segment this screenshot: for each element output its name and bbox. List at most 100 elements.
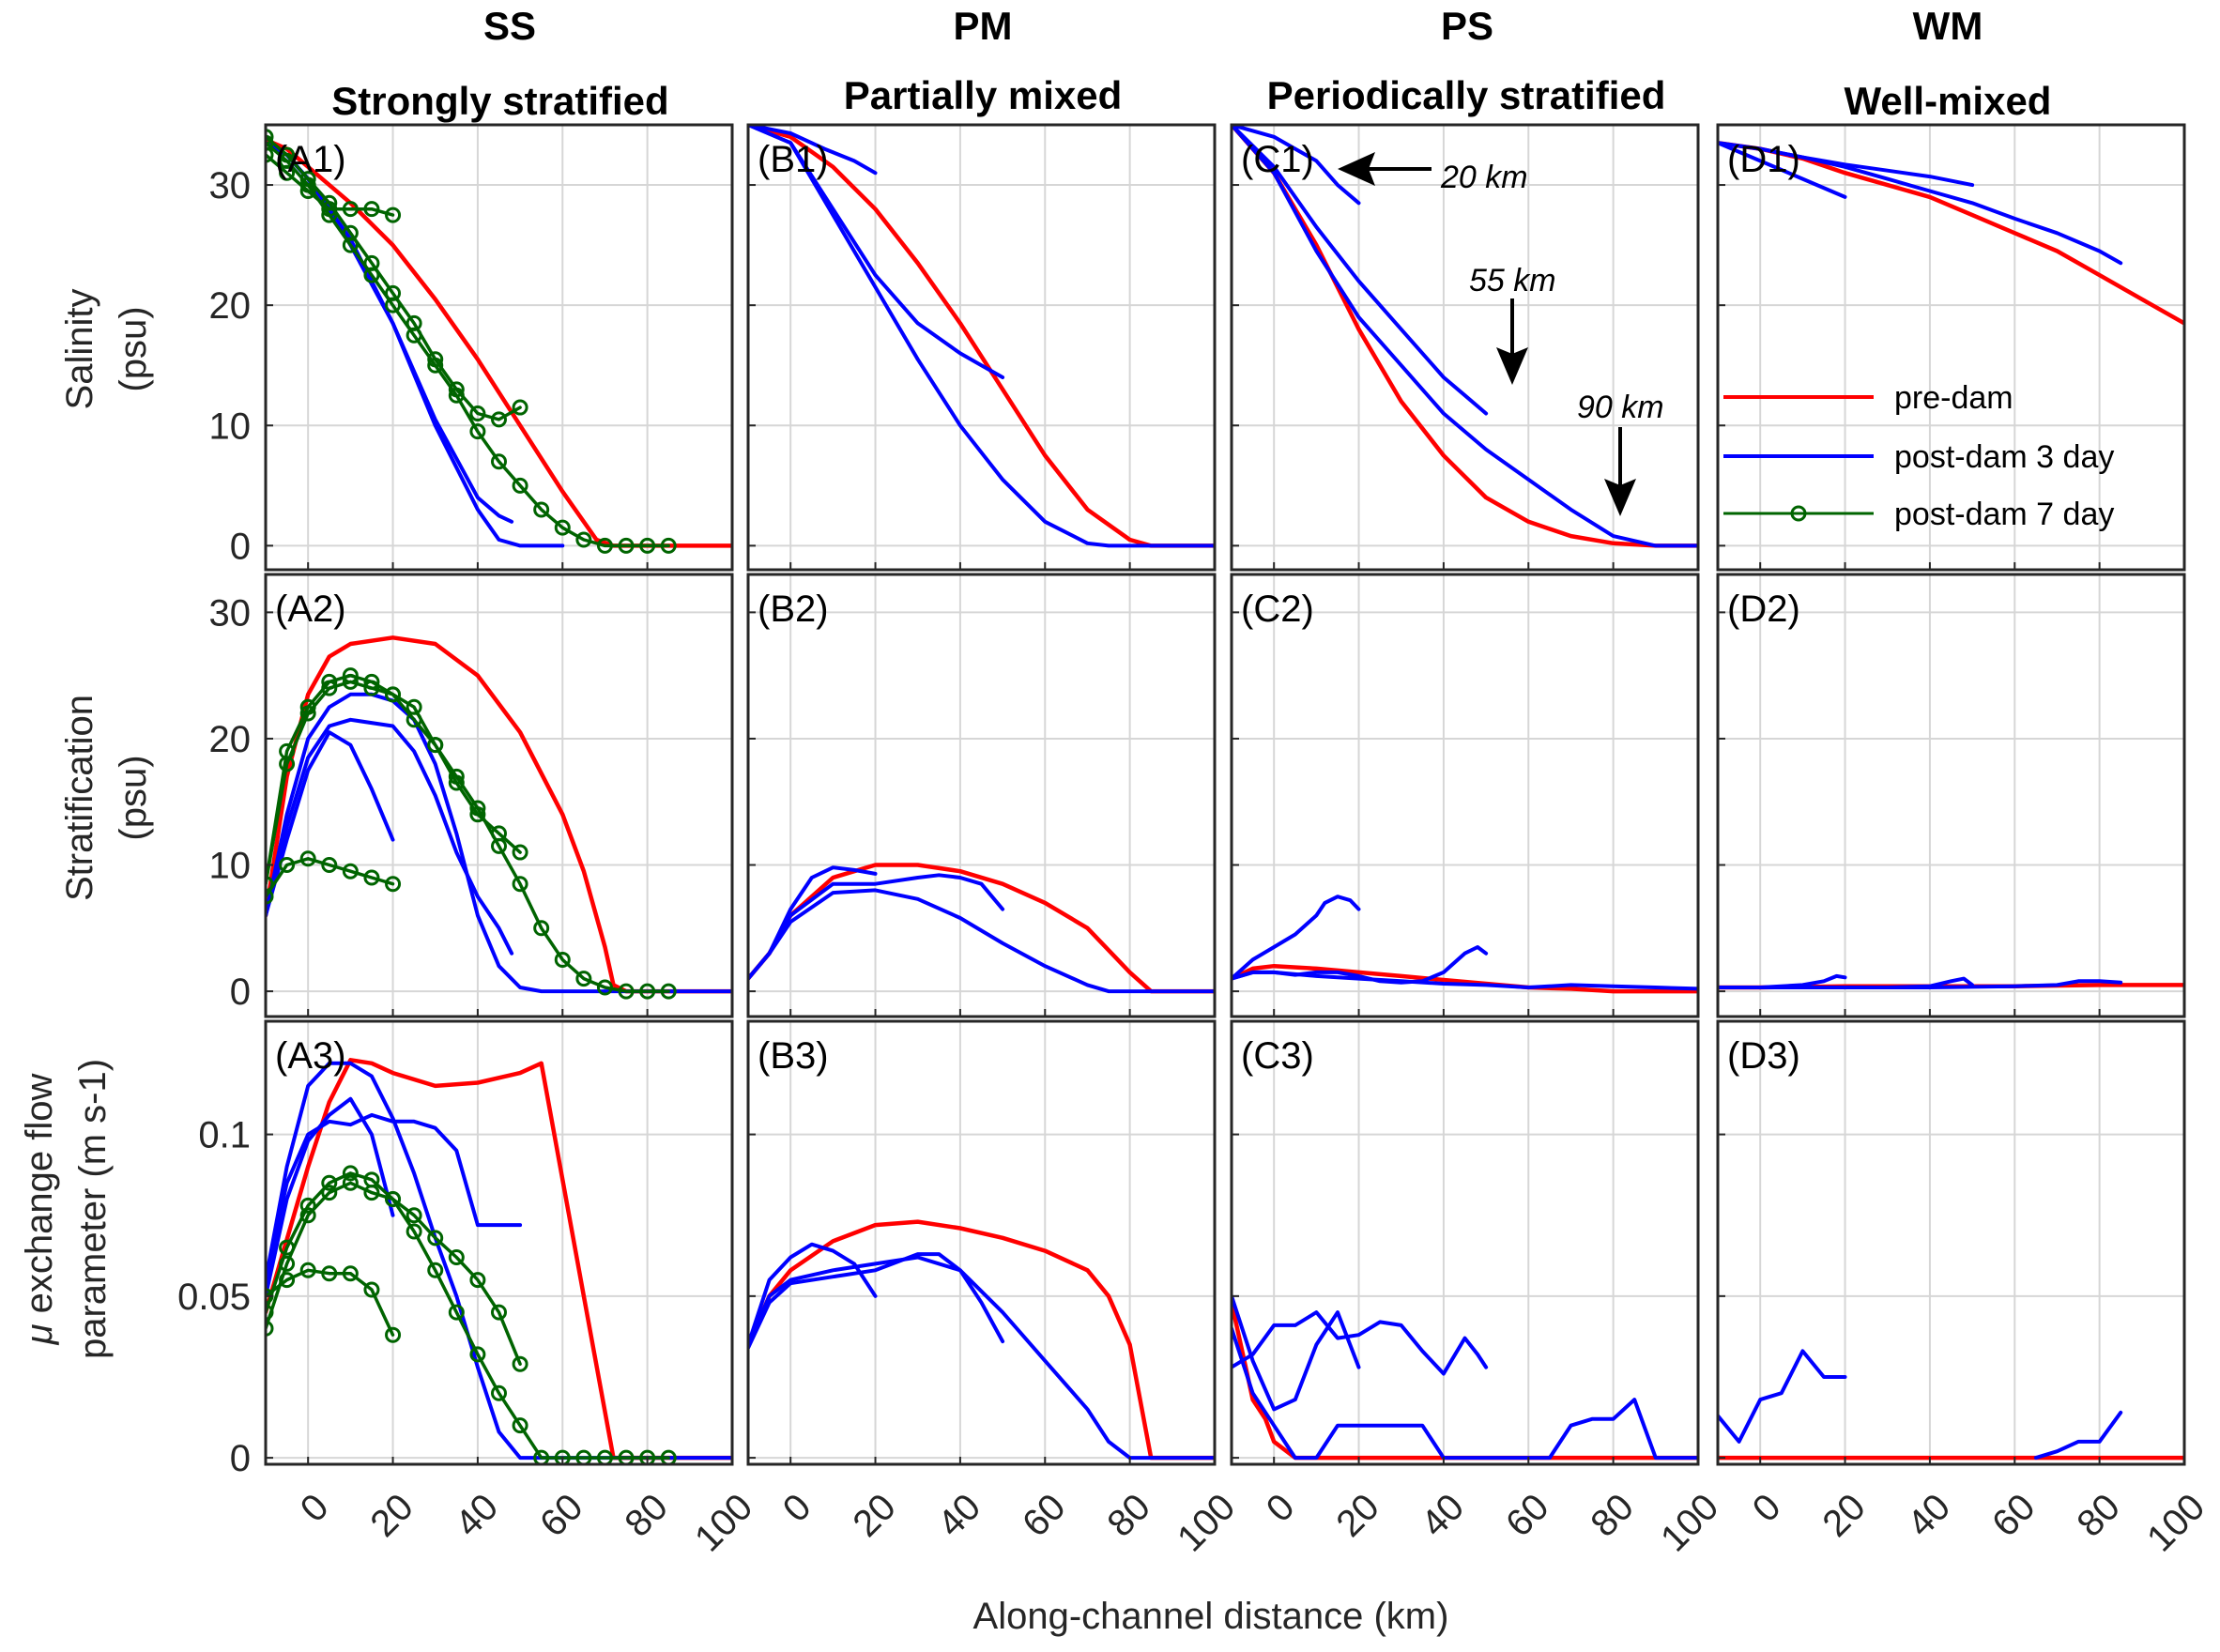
series-line-post3-1: [266, 730, 395, 918]
data-point-post7: [406, 327, 422, 344]
data-point-post7: [554, 1449, 571, 1464]
series-line-post3-1: [1232, 1310, 1489, 1376]
legend-label-post7: post-dam 7 day: [1894, 497, 2114, 532]
data-point-post7: [363, 267, 380, 283]
data-point-post7: [385, 686, 402, 703]
data-point-post7: [448, 768, 465, 785]
series-line-post3-3: [748, 125, 1215, 548]
series-line-post3-3: [266, 692, 732, 994]
panel-frame: [1716, 573, 2186, 1018]
data-point-post7: [427, 1262, 444, 1278]
row-labels: Salinity (psu) Stratification (psu) μ ex…: [19, 289, 154, 1360]
series-line-pre-0: [748, 1219, 1215, 1461]
col-title-code-ps: PS: [1441, 4, 1493, 48]
series-line-post3-3: [1232, 1326, 1698, 1461]
ylabel-salinity-unit: (psu): [113, 306, 154, 391]
ytick-label: 10: [209, 846, 252, 887]
panel-b2: (B2): [746, 573, 1217, 1018]
data-point-post7: [491, 837, 507, 854]
data-point-post7: [385, 1326, 402, 1343]
series-line-post3-3: [1718, 141, 2123, 266]
data-point-post7: [512, 399, 528, 416]
column-titles: SS Strongly stratified PM Partially mixe…: [331, 4, 2051, 123]
data-point-post7: [469, 800, 486, 817]
data-point-post7: [321, 206, 338, 223]
annotations: 20 km 55 km 90 km: [1338, 152, 1664, 516]
panel-a2: (A2) 0 10 20 30: [209, 573, 734, 1018]
data-point-post7: [279, 857, 296, 874]
data-point-post7: [448, 1304, 465, 1321]
series-line-post7-4: [266, 857, 395, 898]
data-point-post7: [363, 1171, 380, 1188]
ytick-label: 0: [230, 1438, 251, 1479]
series-line-post3-1: [1718, 1349, 1847, 1444]
series-group: [748, 125, 1215, 548]
series-line-pre-0: [266, 1058, 732, 1461]
panel-d1: (D1): [1716, 123, 2186, 572]
series-group: [1718, 140, 2184, 326]
series-group: [266, 635, 732, 1000]
panel-label: (C3): [1241, 1035, 1314, 1077]
data-point-post7: [533, 501, 550, 518]
data-point-post7: [342, 1265, 359, 1282]
arrow-20km: [1338, 152, 1432, 186]
data-point-post7: [266, 1304, 274, 1321]
col-title-name-ss: Strongly stratified: [331, 79, 668, 123]
data-point-post7: [299, 1262, 316, 1278]
data-point-post7: [512, 1355, 528, 1372]
legend-label-pre-dam: pre-dam: [1894, 380, 2013, 416]
series-group: [748, 863, 1215, 994]
data-point-post7: [342, 1165, 359, 1182]
series-line-post3-1: [1232, 125, 1361, 206]
series-line-post7-6: [266, 1171, 670, 1460]
data-point-post7: [575, 1449, 592, 1464]
series-line-post7-6: [266, 673, 670, 993]
data-point-post7: [491, 453, 507, 470]
data-point-post7: [406, 1207, 422, 1224]
series-line-post3-3: [1718, 979, 2123, 989]
ytick-label: 0.05: [177, 1277, 251, 1318]
series-line-pre-0: [1232, 963, 1698, 994]
data-point-post7: [363, 869, 380, 886]
panel-frame: [1230, 1019, 1700, 1466]
series-line-post3-3: [1232, 970, 1698, 991]
ylabel-stratification: Stratification: [59, 695, 100, 901]
panel-frame: [1230, 573, 1700, 1018]
data-point-post7: [342, 863, 359, 880]
ytick-label: 30: [209, 592, 252, 634]
data-point-post7: [406, 711, 422, 728]
col-title-name-wm: Well-mixed: [1845, 79, 2052, 123]
panel-label: (A2): [275, 589, 346, 630]
panel-frame: [264, 123, 734, 572]
data-point-post7: [266, 888, 274, 905]
series-line-pre-0: [266, 635, 732, 994]
data-point-post7: [491, 1384, 507, 1401]
series-group: [266, 1058, 732, 1464]
col-title-name-ps: Periodically stratified: [1267, 73, 1666, 117]
data-point-post7: [469, 1272, 486, 1289]
panel-d2: (D2): [1716, 573, 2186, 1018]
annotation-90km: 90 km: [1577, 390, 1664, 425]
data-point-post7: [342, 1174, 359, 1191]
series-group: [266, 129, 732, 554]
data-point-post7: [299, 698, 316, 715]
series-line-post7-4: [266, 1268, 395, 1337]
data-point-post7: [618, 537, 635, 554]
data-point-post7: [266, 129, 274, 145]
col-title-name-pm: Partially mixed: [844, 73, 1122, 117]
data-point-post7: [266, 1320, 274, 1337]
panel-label: (A3): [275, 1035, 346, 1077]
data-point-post7: [342, 201, 359, 218]
data-point-post7: [363, 201, 380, 218]
data-point-post7: [406, 1223, 422, 1240]
data-point-post7: [321, 673, 338, 690]
data-point-post7: [596, 1449, 613, 1464]
ylabel-salinity: Salinity: [59, 289, 100, 410]
col-title-code-wm: WM: [1913, 4, 1983, 48]
col-title-code-ss: SS: [483, 4, 536, 48]
data-point-post7: [660, 1449, 677, 1464]
ytick-label: 10: [209, 405, 252, 447]
data-point-post7: [512, 1417, 528, 1434]
data-point-post7: [469, 423, 486, 440]
